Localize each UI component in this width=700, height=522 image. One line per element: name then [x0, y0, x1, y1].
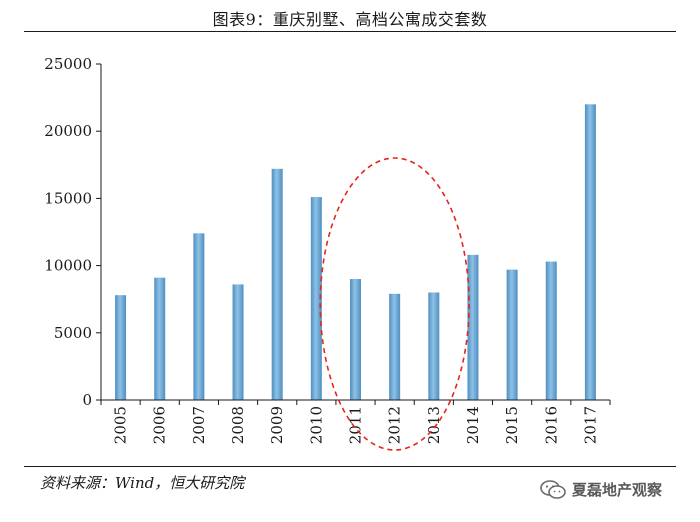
chart-title: 图表9：重庆别墅、高档公寓成交套数: [212, 10, 488, 29]
y-tick-label: 5000: [54, 324, 92, 342]
bottom-rule: [24, 466, 676, 467]
bar-2009: [271, 168, 283, 400]
bar-chart: 0 5000 10000 15000 20000 25000 2005 2006 2007 20…: [44, 55, 611, 451]
y-tick-label: 0: [82, 391, 92, 409]
x-tick-label: 2011: [347, 406, 365, 444]
watermark: 夏磊地产观察: [540, 479, 662, 500]
bar-2007: [193, 233, 205, 400]
x-tick-label: 2008: [229, 406, 247, 444]
x-tick-label: 2016: [542, 406, 560, 444]
x-tick-label: 2007: [190, 406, 208, 444]
x-tick-label: 2009: [268, 406, 286, 444]
bar-2017: [584, 104, 596, 400]
bar-2013: [428, 292, 440, 400]
x-tick-label: 2015: [503, 406, 521, 444]
bar-2008: [232, 284, 244, 400]
bar-2010: [310, 197, 322, 400]
bar-2012: [389, 293, 401, 400]
x-tick-label: 2006: [151, 406, 169, 444]
y-tick-label: 10000: [44, 257, 92, 275]
x-tick-label: 2010: [307, 406, 325, 444]
watermark-text: 夏磊地产观察: [572, 481, 663, 499]
bar-2016: [545, 261, 557, 400]
y-tick-label: 15000: [44, 189, 92, 207]
top-rule: [24, 31, 676, 32]
x-tick-label: 2012: [386, 406, 404, 444]
y-tick-label: 20000: [44, 122, 92, 140]
bar-2015: [506, 269, 518, 400]
source-note: 资料来源：Wind，恒大研究院: [40, 474, 245, 492]
y-tick-label: 25000: [44, 55, 92, 73]
bar-2014: [467, 254, 479, 400]
highlight-ellipse: [319, 157, 470, 451]
x-tick-label: 2005: [112, 406, 130, 444]
x-tick-label: 2017: [581, 406, 599, 444]
x-tick-label: 2013: [425, 406, 443, 444]
bar-2006: [154, 277, 166, 400]
wechat-icon: [540, 479, 566, 499]
bar-2011: [350, 279, 361, 400]
x-tick-label: 2014: [464, 406, 482, 444]
bar-2005: [115, 295, 127, 400]
